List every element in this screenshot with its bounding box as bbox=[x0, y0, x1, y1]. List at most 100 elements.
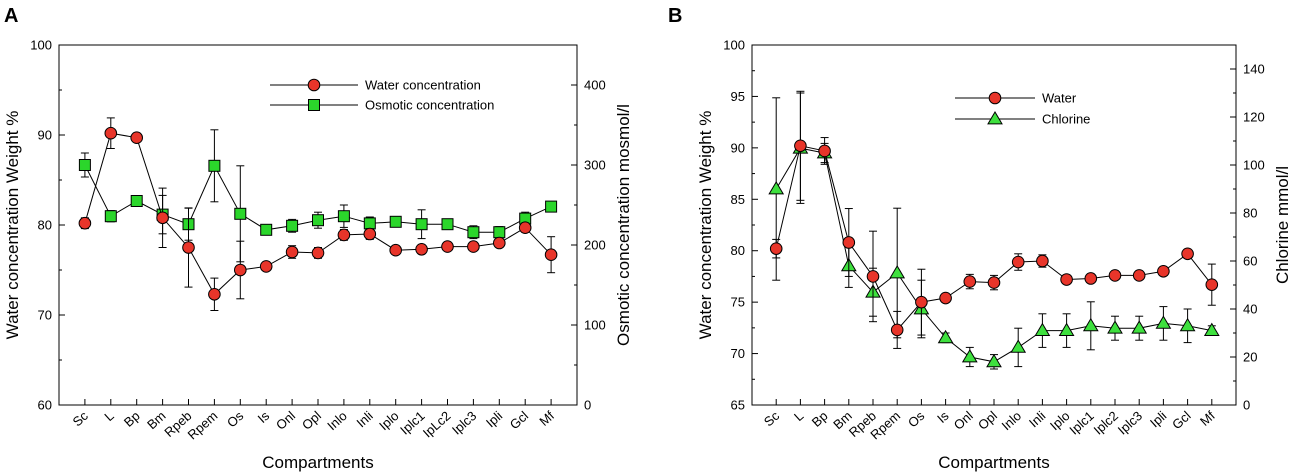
y-tick-label: 70 bbox=[38, 308, 52, 323]
data-point bbox=[1181, 247, 1194, 261]
y2-axis-title: Osmotic concentration mosmol/l bbox=[614, 104, 633, 346]
y-tick-label: 80 bbox=[731, 243, 745, 258]
y2-tick-label: 0 bbox=[584, 398, 591, 413]
x-category-label: Opl bbox=[975, 408, 1000, 433]
x-category-label: Sc bbox=[761, 408, 783, 430]
y2-tick-label: 300 bbox=[584, 158, 606, 173]
data-point bbox=[130, 131, 143, 144]
y2-tick-label: 0 bbox=[1243, 398, 1250, 413]
data-point bbox=[78, 216, 92, 230]
legend-label: Osmotic concentration bbox=[365, 98, 494, 113]
x-category-label: Is bbox=[255, 408, 273, 426]
data-point bbox=[939, 291, 952, 305]
series-line bbox=[775, 145, 1213, 331]
data-point bbox=[1131, 320, 1148, 334]
y-tick-label: 90 bbox=[731, 140, 745, 155]
x-category-label: Iplo bbox=[376, 408, 402, 433]
data-point bbox=[130, 195, 143, 207]
x-category-label: Onl bbox=[951, 408, 976, 433]
data-point bbox=[986, 353, 1002, 368]
panel-a-letter: A bbox=[4, 5, 18, 27]
x-category-label: Iplc1 bbox=[1066, 408, 1096, 438]
x-category-label: Mf bbox=[1197, 408, 1218, 429]
data-point bbox=[415, 243, 428, 256]
x-category-label: Inlo bbox=[999, 408, 1025, 433]
y2-tick-label: 200 bbox=[584, 238, 606, 253]
data-point bbox=[389, 215, 402, 228]
data-point bbox=[156, 211, 169, 225]
data-point bbox=[312, 214, 324, 227]
x-category-label: Inlo bbox=[324, 408, 350, 433]
data-point bbox=[286, 219, 299, 232]
data-point bbox=[415, 218, 428, 231]
x-category-label: Inli bbox=[1026, 408, 1048, 430]
y-tick-label: 85 bbox=[731, 192, 745, 207]
chart-b: 65 70 75 80 85 90 95 100 0 20 40 60 80 100 120 140 Sc L Bp… bbox=[696, 38, 1292, 473]
data-point bbox=[937, 329, 954, 344]
data-point bbox=[1108, 269, 1122, 282]
data-point bbox=[363, 227, 377, 241]
data-point bbox=[769, 242, 783, 255]
data-point bbox=[842, 236, 856, 249]
data-point bbox=[1155, 315, 1172, 329]
data-point bbox=[311, 246, 325, 260]
series-osmotic-concentration bbox=[78, 129, 558, 263]
data-point bbox=[467, 240, 480, 253]
y2-tick-label: 60 bbox=[1243, 254, 1257, 269]
data-point bbox=[866, 270, 880, 283]
data-point bbox=[1060, 273, 1073, 286]
x-category-label: L bbox=[791, 408, 806, 424]
legend: Water Chlorine bbox=[955, 91, 1090, 127]
data-point bbox=[987, 276, 1001, 289]
y2-tick-label: 120 bbox=[1243, 110, 1265, 125]
legend-marker bbox=[308, 99, 320, 111]
data-point bbox=[1084, 272, 1098, 285]
series-chlorine bbox=[768, 92, 1220, 370]
x-category-label: Inli bbox=[353, 408, 375, 430]
x-category-label: L bbox=[101, 408, 116, 424]
y-tick-label: 75 bbox=[731, 295, 745, 310]
x-category-label: IpLc2 bbox=[420, 408, 454, 440]
data-point bbox=[208, 159, 221, 172]
x-category-label: Mf bbox=[536, 408, 557, 429]
data-point bbox=[1058, 322, 1075, 336]
data-point bbox=[961, 349, 978, 363]
y-tick-label: 100 bbox=[30, 38, 52, 53]
series-line bbox=[775, 147, 1212, 363]
series-water bbox=[769, 90, 1219, 349]
data-point bbox=[104, 210, 117, 223]
data-point bbox=[1157, 264, 1170, 278]
series-water-concentration bbox=[78, 117, 558, 311]
x-category-label: Bp bbox=[121, 408, 143, 430]
y-tick-label: 80 bbox=[38, 218, 52, 233]
data-point bbox=[794, 139, 807, 153]
x-category-label: Onl bbox=[273, 408, 298, 433]
legend-label: Water concentration bbox=[365, 78, 481, 93]
y-tick-label: 90 bbox=[38, 128, 52, 143]
panel-b-letter: B bbox=[668, 5, 682, 27]
data-point bbox=[518, 221, 532, 234]
y-tick-label: 60 bbox=[38, 398, 52, 413]
data-point bbox=[545, 200, 558, 213]
x-category-label: Os bbox=[224, 408, 247, 431]
y2-axis-title: Chlorine mmol/l bbox=[1273, 166, 1292, 284]
legend-marker bbox=[307, 78, 321, 92]
x-category-label: Iplc3 bbox=[449, 408, 479, 438]
y-tick-label: 95 bbox=[731, 89, 745, 104]
x-category-label: Is bbox=[934, 408, 952, 426]
data-point bbox=[208, 288, 221, 301]
x-axis-title: Compartments bbox=[938, 453, 1049, 472]
y-tick-label: 65 bbox=[731, 398, 745, 413]
x-category-label: Gcl bbox=[1169, 408, 1194, 432]
x-category-label: Opl bbox=[299, 408, 324, 433]
y2-tick-label: 40 bbox=[1243, 302, 1257, 317]
data-point bbox=[1034, 322, 1051, 336]
legend: Water concentration Osmotic concentration bbox=[270, 78, 494, 113]
data-point bbox=[104, 126, 118, 140]
data-point bbox=[1205, 278, 1219, 291]
x-category-label: Bp bbox=[809, 408, 831, 430]
data-point bbox=[441, 218, 454, 231]
data-point bbox=[1132, 269, 1146, 282]
